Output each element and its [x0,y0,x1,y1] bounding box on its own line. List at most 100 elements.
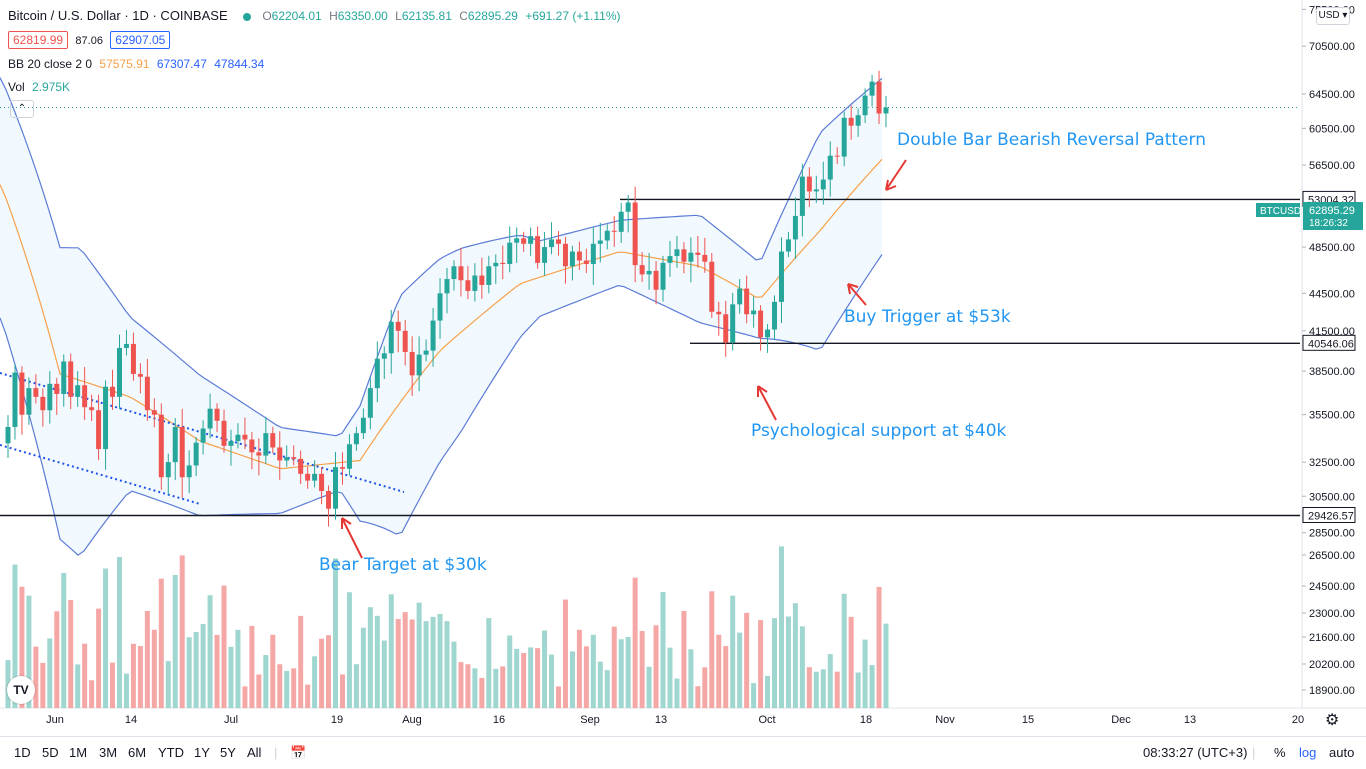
volume-bar [144,610,150,708]
tradingview-logo-icon[interactable]: TV [7,676,35,704]
volume-bar [151,629,157,708]
price-tick-label: 60500.00 [1309,123,1355,135]
log-toggle[interactable]: log [1299,745,1317,760]
candle-body-up [186,465,192,478]
annotation-bear-target: Bear Target at $30k [319,555,487,575]
price-tick-label: 28500.00 [1309,528,1355,540]
volume-bar [319,638,325,708]
volume-bar [402,612,408,708]
candle-body-up [660,262,666,290]
candle-body-up [549,239,555,248]
volume-bar [395,619,401,708]
currency-button[interactable]: USD ▾ [1316,7,1350,25]
volume-bar [618,639,624,708]
volume-bar [758,620,764,708]
volume-bar [326,635,332,708]
candle-body-up [667,256,673,263]
volume-legend-row[interactable]: Vol 2.975K [8,80,74,94]
candle-body-up [862,95,868,116]
volume-bar [12,564,18,708]
annotation-arrows [341,159,907,559]
volume-bar [862,639,868,708]
bottom-toolbar: 1D 5D 1M 3M 6M YTD 1Y 5Y All | 📅 08:33:2… [0,736,1366,769]
candle-body-down [716,311,722,315]
price-tick-label: 70500.00 [1309,41,1355,53]
candle-body-up [423,350,429,355]
symbol-title[interactable]: Bitcoin / U.S. Dollar · 1D · COINBASE [8,8,228,23]
candle-body-up [207,408,213,429]
calendar-range-icon[interactable]: 📅 [290,745,307,760]
level-tag-bg [1302,334,1356,351]
candle-body-up [778,251,784,302]
sell-price-button[interactable]: 62819.99 [8,31,69,49]
volume-bar [646,666,652,708]
candle-body-up [172,426,178,463]
candle-body-down [89,407,95,411]
annotation-texts: Double Bar Bearish Reversal Pattern Buy … [319,130,1206,575]
volume-bar [367,607,373,708]
range-5y[interactable]: 5Y [220,745,236,760]
candle-body-up [430,320,436,351]
auto-toggle[interactable]: auto [1329,745,1355,760]
price-tick-label: 18900.00 [1309,685,1355,697]
volume-bar [709,591,715,708]
price-tick-label: 30500.00 [1309,491,1355,503]
volume-bar [103,568,109,708]
candle-body-down [82,385,88,408]
time-tick-label: 19 [331,714,343,726]
candle-body-down [395,321,401,331]
range-6m[interactable]: 6M [128,745,147,760]
candle-body-up [263,433,269,456]
volume-bar [660,591,666,708]
volume-bar [695,686,701,708]
candle-body-down [277,447,283,461]
volume-bar [444,621,450,708]
candle-body-down [744,288,750,315]
candle-body-down [479,275,485,285]
vol-value: 2.975K [32,80,71,94]
price-tick-label: 26500.00 [1309,550,1355,562]
candle-body-down [500,262,506,264]
volume-bar [256,674,262,708]
candle-body-up [590,243,596,264]
range-ytd[interactable]: YTD [158,745,184,760]
volume-bar [242,686,248,708]
range-5d[interactable]: 5D [42,745,59,760]
range-1y[interactable]: 1Y [194,745,210,760]
candle-body-down [144,376,150,411]
candle-body-up [618,211,624,232]
volume-bar [360,627,366,708]
bb-legend-row[interactable]: BB 20 close 2 0 57575.91 67307.47 47844.… [8,57,268,71]
price-tick-label: 38500.00 [1309,366,1355,378]
candle-body-down [639,265,645,275]
percent-toggle[interactable]: % [1274,745,1286,760]
spread-value: 87.06 [75,35,103,47]
time-axis[interactable]: Jun 14 Jul 19 Aug 16 Sep 13 Oct 18 Nov 15 Dec 13 20 [46,714,1304,726]
range-1m[interactable]: 1M [69,745,88,760]
volume-bar [744,612,750,708]
volume-bar [569,651,575,708]
candle-body-up [813,189,819,192]
candle-body-up [625,202,631,212]
chevron-up-icon[interactable]: ⌃ [10,100,34,118]
range-3m[interactable]: 3M [99,745,118,760]
bb-upper-value: 67307.47 [156,57,207,71]
candle-body-up [381,353,387,359]
gear-icon[interactable]: ⚙ [1325,712,1340,729]
volume-bar [40,662,46,708]
annotation-buy-trigger: Buy Trigger at $53k [844,307,1011,327]
volume-bar [813,671,819,708]
candle-body-down [19,372,25,415]
price-tag-countdown: 18:26:32 [1309,218,1348,229]
time-tick-label: 14 [125,714,137,726]
range-all[interactable]: All [247,745,262,760]
volume-bar [597,661,603,708]
candle-body-up [785,239,791,252]
time-tick-label: Nov [935,714,955,726]
price-axis[interactable]: 75500.0070500.0064500.0060500.0056500.00… [1302,4,1355,697]
buy-price-button[interactable]: 62907.05 [110,31,171,49]
clock-timezone[interactable]: 08:33:27 (UTC+3) [1143,745,1248,760]
range-1d[interactable]: 1D [14,745,31,760]
candle-body-up [116,347,122,397]
